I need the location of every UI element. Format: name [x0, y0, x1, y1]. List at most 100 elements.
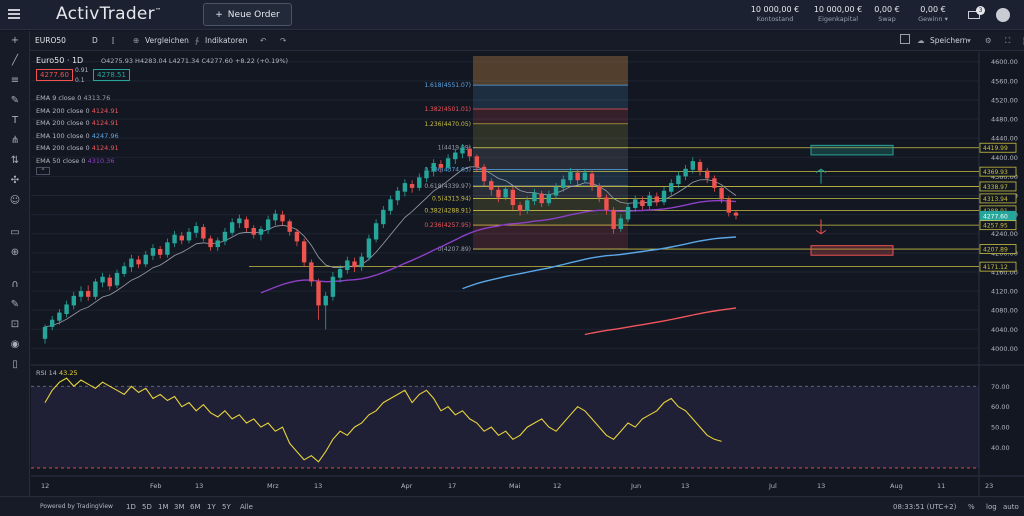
candle-body: [553, 186, 559, 196]
ask-price[interactable]: 4278.51: [93, 69, 130, 81]
x-tick-label: Feb: [150, 482, 162, 490]
trash-icon[interactable]: ▯: [12, 359, 18, 370]
candle-body: [640, 200, 645, 207]
compare-button[interactable]: Vergleichen: [145, 36, 189, 45]
range-6m[interactable]: 6M: [190, 503, 201, 511]
candle-body: [258, 228, 264, 235]
candle-body: [654, 196, 660, 203]
fib-zone: [473, 198, 628, 211]
indicator-value: 4310.36: [87, 156, 115, 165]
cloud-icon[interactable]: ☁: [917, 36, 925, 45]
x-tick-label: Jun: [630, 482, 641, 490]
indicators-icon[interactable]: ∱: [195, 36, 199, 45]
fullscreen-icon[interactable]: ⛶: [1005, 36, 1011, 45]
candle-body: [582, 172, 588, 181]
range-1d[interactable]: 1D: [126, 503, 136, 511]
price-tag-label: 4277.60: [983, 213, 1008, 220]
fib-level-label: 1.618(4551.07): [424, 82, 471, 89]
candle-body: [438, 163, 444, 168]
text-icon[interactable]: T: [11, 115, 19, 126]
candle-body: [107, 277, 112, 287]
menu-icon[interactable]: [8, 9, 20, 19]
undo-icon[interactable]: ↶: [260, 36, 267, 45]
save-dropdown-icon[interactable]: ▾: [967, 36, 971, 45]
rsi-tick-label: 50.00: [991, 424, 1010, 432]
candle-body: [251, 228, 256, 235]
candle-body: [402, 183, 408, 192]
indicators-button[interactable]: Indikatoren: [205, 36, 248, 45]
candle-body: [172, 234, 177, 244]
range-5d[interactable]: 5D: [142, 503, 152, 511]
zoom-icon[interactable]: ⊕: [10, 247, 20, 258]
y-axis-panel: [979, 52, 1024, 496]
range-1m[interactable]: 1M: [158, 503, 169, 511]
candle-body: [625, 206, 631, 220]
x-tick-label: Mrz: [267, 482, 279, 490]
fib-zone: [473, 169, 628, 186]
rsi-band: [31, 386, 979, 468]
indicator-legend-item[interactable]: EMA 100 close 0 4247.96: [36, 132, 119, 140]
x-tick-label: 17: [448, 482, 456, 490]
candle-body: [57, 312, 62, 321]
bid-price[interactable]: 4277.60: [36, 69, 73, 81]
trendline-icon[interactable]: ╱: [11, 55, 19, 66]
tradingview-credit[interactable]: Powered by TradingView: [40, 503, 113, 510]
candle-body: [424, 170, 429, 179]
emoji-icon[interactable]: ☺: [9, 195, 21, 206]
indicator-legend-item[interactable]: EMA 9 close 0 4313.76: [36, 94, 110, 102]
indicator-legend-item[interactable]: EMA 50 close 0 4310.36: [36, 157, 114, 165]
fullscreen-toggle[interactable]: [900, 34, 910, 44]
indicator-name: EMA 200 close 0: [36, 106, 92, 115]
new-order-button[interactable]: + Neue Order: [203, 3, 292, 26]
candle-body: [417, 177, 422, 188]
crosshair-icon[interactable]: +: [10, 35, 20, 46]
candle-body: [705, 170, 710, 179]
range-3m[interactable]: 3M: [174, 503, 185, 511]
collapse-legend-icon[interactable]: ⌃: [36, 167, 50, 175]
pattern-icon[interactable]: ⋔: [10, 135, 20, 146]
candle-body: [366, 238, 372, 258]
clock-readout[interactable]: 08:33:51 (UTC+2): [893, 503, 957, 511]
candle-body: [345, 260, 350, 271]
save-button[interactable]: Speichern: [930, 36, 968, 45]
account-profit[interactable]: 0,00 € Gewinn ▾: [918, 5, 948, 23]
ruler-icon[interactable]: ▭: [10, 227, 20, 238]
percent-toggle[interactable]: %: [968, 503, 975, 511]
range-all[interactable]: Alle: [240, 503, 253, 511]
user-avatar[interactable]: [996, 8, 1010, 22]
price-tag: [979, 193, 1017, 204]
fib-level-label: 0.618(4339.97): [424, 183, 471, 190]
redo-icon[interactable]: ↷: [280, 36, 287, 45]
indicator-legend-item[interactable]: EMA 200 close 0 4124.91: [36, 107, 119, 115]
settings-icon[interactable]: ⚙: [985, 36, 992, 45]
fib-tool-icon[interactable]: ≡: [10, 75, 20, 86]
indicator-legend-item[interactable]: EMA 200 close 0 4124.91: [36, 119, 119, 127]
log-toggle[interactable]: log: [986, 503, 997, 511]
compare-icon[interactable]: ⊕: [133, 36, 140, 45]
candle-body: [186, 231, 192, 241]
shapes-icon[interactable]: ✣: [10, 175, 20, 186]
interval-button[interactable]: D: [92, 36, 98, 45]
candle-body: [517, 205, 523, 211]
lock-drawing-icon[interactable]: ✎: [10, 299, 20, 310]
indicator-value: 4124.91: [91, 119, 119, 127]
candle-style-icon[interactable]: ⫿: [112, 36, 115, 45]
y-tick-label: 4080.00: [991, 307, 1018, 315]
candle-body: [496, 189, 501, 198]
range-1y[interactable]: 1Y: [207, 503, 216, 511]
candle-body: [157, 249, 163, 255]
range-5y[interactable]: 5Y: [222, 503, 231, 511]
lock-icon[interactable]: ⊡: [10, 319, 20, 330]
magnet-icon[interactable]: ∩: [11, 279, 19, 290]
mail-icon[interactable]: [968, 11, 980, 19]
brush-icon[interactable]: ✎: [10, 95, 20, 106]
forecast-icon[interactable]: ⇅: [10, 155, 20, 166]
auto-toggle[interactable]: auto: [1003, 503, 1019, 511]
symbol-search[interactable]: EURO50: [35, 36, 66, 45]
candle-body: [597, 185, 602, 198]
indicator-legend-item[interactable]: EMA 200 close 0 4124.91: [36, 144, 119, 152]
rsi-tick-label: 60.00: [991, 403, 1010, 411]
eye-icon[interactable]: ◉: [10, 339, 20, 350]
chart-area[interactable]: 4600.00 4560.00 4520.00 4480.00 4440.00 4400.…: [31, 52, 1024, 496]
price-chart[interactable]: 4600.00 4560.00 4520.00 4480.00 4440.00 4400.…: [31, 52, 1024, 496]
